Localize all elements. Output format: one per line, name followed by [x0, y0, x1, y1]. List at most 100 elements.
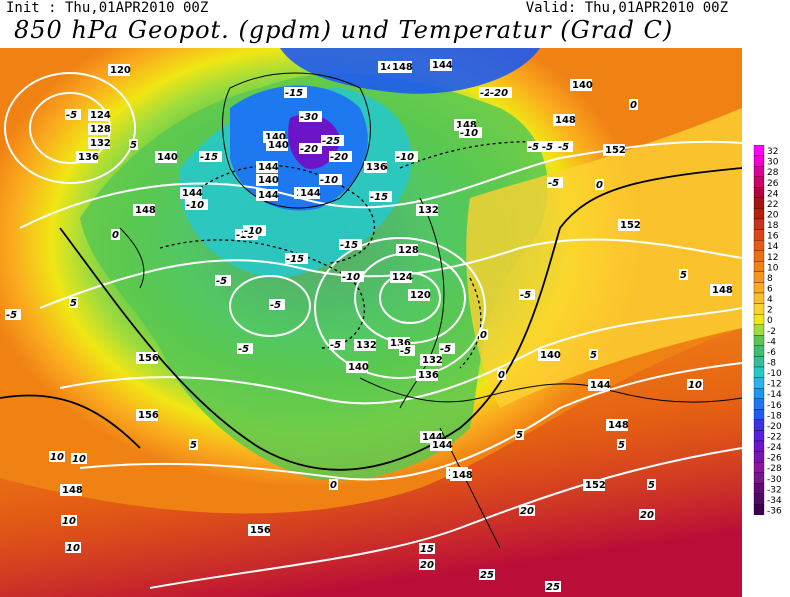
- temp-label-bg: [319, 174, 342, 185]
- temp-label: -5: [330, 340, 341, 351]
- temp-label-bg: [69, 297, 78, 308]
- geopot-label: 156: [138, 353, 159, 364]
- geopot-label-bg: [76, 151, 98, 163]
- temp-label-bg: [5, 309, 21, 320]
- temp-label: -20: [490, 88, 508, 99]
- legend-swatch: [753, 398, 765, 410]
- legend-swatch: [753, 461, 765, 473]
- temp-label-layer: -5-10-15-15-20-30-25-20-20-15-10-10-5-5-…: [5, 87, 703, 593]
- temp-label: 25: [546, 582, 560, 593]
- legend-swatch: [753, 229, 765, 241]
- temp-label: 5: [130, 140, 137, 151]
- temp-label-bg: [49, 451, 65, 462]
- geopot-label: 136: [366, 162, 387, 173]
- geopot-label: 152: [585, 480, 606, 491]
- temp-label: -5: [66, 110, 77, 121]
- geopot-label: 152: [605, 145, 626, 156]
- temp-label-bg: [71, 453, 87, 464]
- temp-label-bg: [237, 343, 253, 354]
- temp-label-bg: [419, 559, 435, 570]
- legend-label: -8: [767, 359, 776, 369]
- legend-swatch: [753, 239, 765, 251]
- temp-label-bg: [61, 515, 77, 526]
- temp-label: -5: [520, 290, 531, 301]
- temp-label-bg: [617, 439, 626, 450]
- legend-label: -14: [767, 390, 782, 400]
- legend-swatch: [753, 493, 765, 505]
- legend-label: -34: [767, 496, 782, 506]
- temp-label-bg: [547, 177, 563, 188]
- temp-label: 0: [498, 370, 505, 381]
- geopot-label: 128: [90, 124, 111, 135]
- temp-label: 10: [72, 454, 86, 465]
- legend-swatch: [753, 282, 765, 294]
- geopot-label: 148: [608, 420, 629, 431]
- temp-label-bg: [545, 581, 561, 592]
- geopot-label: 144: [432, 440, 453, 451]
- temp-label-bg: [399, 345, 415, 356]
- geopot-label: 144: [182, 188, 203, 199]
- temp-label-bg: [369, 191, 392, 202]
- legend-label: -24: [767, 443, 782, 453]
- legend-swatch: [753, 335, 765, 347]
- geopot-label: 124: [392, 272, 413, 283]
- geopot-label: 152: [620, 220, 641, 231]
- weather-map: 1201241281321361401401441481481521521561…: [0, 48, 742, 597]
- legend-swatch: [753, 440, 765, 452]
- legend-swatch: [753, 377, 765, 389]
- legend-label: -28: [767, 464, 782, 474]
- geopot-label: 140: [348, 362, 369, 373]
- legend-label: 20: [767, 211, 779, 221]
- geopot-label-bg: [88, 137, 110, 149]
- legend-swatch: [753, 483, 765, 495]
- temp-label-bg: [497, 369, 506, 380]
- geopot-label-bg: [88, 109, 110, 121]
- geopot-label: 136: [418, 370, 439, 381]
- temp-label: 15: [420, 544, 434, 555]
- temp-label: 0: [480, 330, 487, 341]
- legend-label: -4: [767, 337, 776, 347]
- geopot-label-bg: [60, 484, 82, 496]
- temp-label-bg: [341, 271, 364, 282]
- geopot-label: 144: [258, 190, 279, 201]
- temp-label: -5: [400, 346, 411, 357]
- temp-label: -10: [396, 152, 414, 163]
- legend-label: -26: [767, 454, 782, 464]
- temp-label: -10: [342, 272, 360, 283]
- geopot-label: 136: [390, 338, 411, 349]
- temp-label-bg: [329, 151, 352, 162]
- geopot-label-bg: [450, 469, 472, 481]
- temp-label: -5: [528, 142, 539, 153]
- legend-label: -16: [767, 401, 782, 411]
- legend-swatch: [753, 145, 765, 156]
- temp-label: -20: [300, 144, 318, 155]
- temp-label: -15: [200, 152, 218, 163]
- temp-label: -10: [320, 175, 338, 186]
- temp-label: 20: [420, 560, 434, 571]
- south-warm: [0, 328, 742, 597]
- temp-label-bg: [285, 253, 308, 264]
- temp-label-bg: [185, 199, 208, 210]
- page-title: 850 hPa Geopot. (gpdm) und Temperatur (G…: [14, 16, 674, 44]
- legend-swatch: [753, 261, 765, 273]
- geopot-label: 144: [432, 60, 453, 71]
- geopot-label-bg: [588, 379, 610, 391]
- temp-label-bg: [459, 127, 482, 138]
- legend-swatch: [753, 366, 765, 378]
- temp-label-bg: [329, 479, 338, 490]
- temp-label-bg: [189, 439, 198, 450]
- legend-swatch: [753, 218, 765, 230]
- temp-label-bg: [199, 151, 222, 162]
- geopot-label: 148: [712, 285, 733, 296]
- geopot-label: 156: [138, 410, 159, 421]
- geopot-label-bg: [136, 409, 158, 421]
- temp-label: 20: [640, 510, 654, 521]
- temp-label: -15: [340, 240, 358, 251]
- legend-swatch: [753, 208, 765, 220]
- geopot-label-bg: [390, 271, 412, 283]
- geopot-label: 140: [157, 152, 178, 163]
- geopot-label-bg: [553, 114, 575, 126]
- geopot-label-bg: [583, 479, 605, 491]
- geopot-label: 136: [78, 152, 99, 163]
- legend-swatch: [753, 430, 765, 442]
